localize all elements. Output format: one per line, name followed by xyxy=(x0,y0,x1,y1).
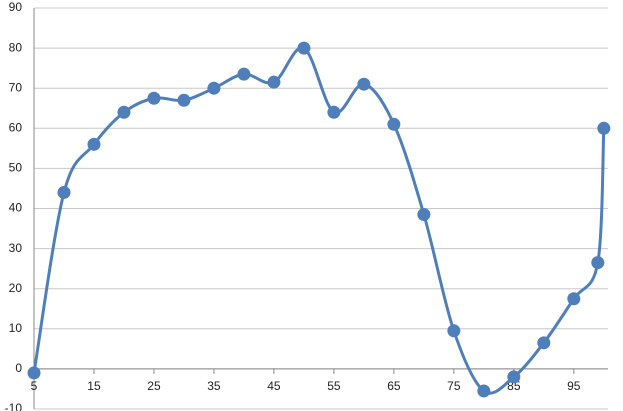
y-tick-label: 20 xyxy=(9,281,23,295)
data-point xyxy=(507,370,521,384)
data-point xyxy=(297,41,311,55)
x-tick-label: 5 xyxy=(31,379,38,393)
x-tick-label: 55 xyxy=(327,379,341,393)
y-tick-label: -10 xyxy=(5,401,23,411)
data-point xyxy=(591,256,605,270)
data-point xyxy=(537,336,551,350)
data-point xyxy=(87,137,101,151)
data-point xyxy=(477,384,491,398)
data-point xyxy=(357,77,371,91)
data-point xyxy=(597,121,611,135)
data-point xyxy=(147,91,161,105)
y-tick-label: 30 xyxy=(9,241,23,255)
y-tick-label: 90 xyxy=(9,0,23,14)
data-point xyxy=(207,81,221,95)
x-tick-label: 85 xyxy=(507,379,521,393)
data-point xyxy=(267,75,281,89)
data-point xyxy=(237,67,251,81)
data-point xyxy=(27,366,41,380)
data-point xyxy=(177,93,191,107)
data-point xyxy=(567,292,581,306)
y-tick-label: 60 xyxy=(9,120,23,134)
data-point xyxy=(117,105,131,119)
x-tick-label: 95 xyxy=(567,379,581,393)
y-tick-label: 40 xyxy=(9,201,23,215)
data-point xyxy=(447,324,461,338)
y-tick-label: 80 xyxy=(9,40,23,54)
y-tick-label: 50 xyxy=(9,161,23,175)
x-tick-label: 15 xyxy=(87,379,101,393)
data-point xyxy=(327,105,341,119)
x-tick-label: 35 xyxy=(207,379,221,393)
x-tick-label: 75 xyxy=(447,379,461,393)
data-point xyxy=(417,208,431,222)
x-tick-label: 65 xyxy=(387,379,401,393)
data-point xyxy=(57,185,71,199)
x-tick-label: 45 xyxy=(267,379,281,393)
y-tick-label: 0 xyxy=(15,361,22,375)
data-point xyxy=(387,117,401,131)
y-tick-label: 70 xyxy=(9,80,23,94)
x-tick-label: 25 xyxy=(147,379,161,393)
series-line xyxy=(32,46,606,395)
y-tick-label: 10 xyxy=(9,321,23,335)
